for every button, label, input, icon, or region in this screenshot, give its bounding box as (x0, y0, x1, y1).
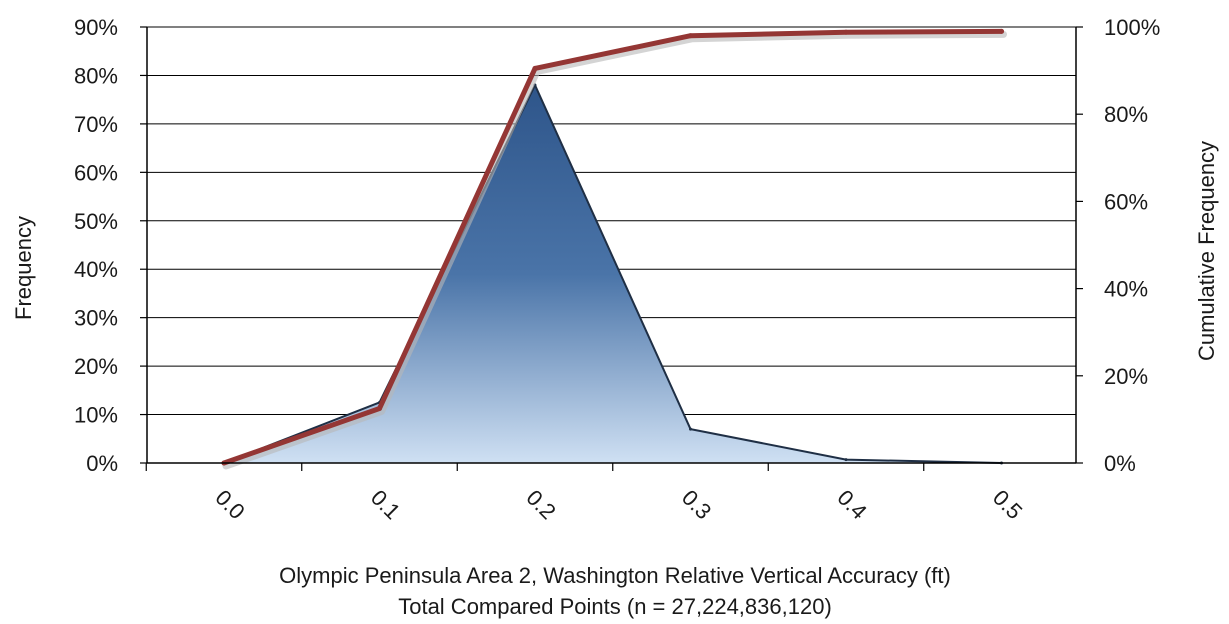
y-tick-label: 90% (74, 15, 118, 40)
y-tick-label: 50% (74, 209, 118, 234)
x-tick-label: 0.5 (988, 485, 1027, 524)
y-axis-ticks: 0% 10% 20% 30% 40% 50% 60% 70% 80% 90% (74, 15, 147, 476)
y2-tick-label: 100% (1104, 15, 1160, 40)
y-tick-label: 60% (74, 160, 118, 185)
cumulative-line (221, 28, 1004, 466)
y-tick-label: 30% (74, 306, 118, 331)
cumulative-point (688, 33, 693, 39)
y2-tick-label: 20% (1104, 364, 1148, 389)
x-tick-label: 0.3 (677, 485, 716, 524)
cumulative-point (999, 28, 1004, 34)
frequency-series (222, 82, 1003, 465)
frequency-point (689, 427, 692, 431)
x-tick-label: 0.2 (521, 485, 560, 524)
y2-axis-ticks: 0% 20% 40% 60% 80% 100% (1076, 15, 1160, 476)
y-tick-label: 0% (86, 451, 118, 476)
chart-caption: Total Compared Points (n = 27,224,836,12… (398, 594, 832, 619)
y-tick-label: 70% (74, 112, 118, 137)
y2-tick-label: 0% (1104, 451, 1136, 476)
cumulative-point (532, 65, 538, 71)
x-tick-label: 0.0 (210, 485, 249, 524)
cumulative-line-shadow (222, 30, 1007, 470)
y-tick-label: 10% (74, 403, 118, 428)
y-tick-label: 40% (74, 257, 118, 282)
x-tick-label: 0.4 (832, 485, 871, 524)
y2-tick-label: 80% (1104, 102, 1148, 127)
x-axis-ticks: 0.0 0.1 0.2 0.3 0.4 0.5 (145, 463, 1027, 524)
y2-tick-label: 60% (1104, 189, 1148, 214)
y2-axis-title: Cumulative Frequency (1194, 141, 1219, 361)
cumulative-point (377, 406, 382, 411)
frequency-point (844, 458, 848, 462)
x-axis-title: Olympic Peninsula Area 2, Washington Rel… (279, 563, 951, 588)
frequency-area-outline (223, 82, 1002, 464)
cumulative-frequency-series (221, 28, 1007, 470)
y-tick-label: 80% (74, 63, 118, 88)
frequency-area (224, 85, 1002, 463)
y-tick-label: 20% (74, 354, 118, 379)
cumulative-point (843, 29, 849, 35)
gridlines (147, 26, 1076, 416)
x-tick-label: 0.1 (366, 485, 405, 524)
y2-tick-label: 40% (1104, 277, 1148, 302)
y-axis-title: Frequency (11, 216, 36, 320)
